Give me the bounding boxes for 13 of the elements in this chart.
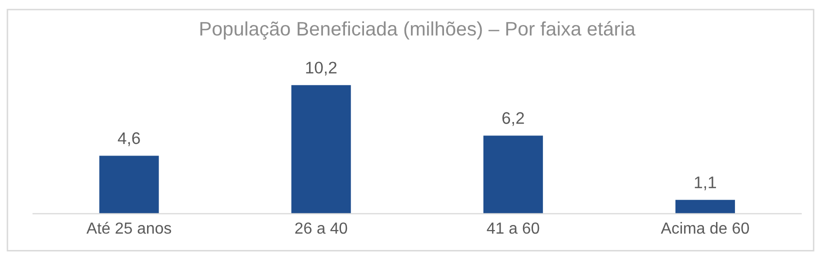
bar bbox=[99, 156, 159, 214]
data-label: 4,6 bbox=[118, 132, 140, 146]
data-label: 6,2 bbox=[502, 112, 524, 126]
bar bbox=[291, 85, 351, 214]
data-label: 10,2 bbox=[306, 62, 336, 76]
chart-title: População Beneficiada (milhões) – Por faixa etária bbox=[200, 21, 636, 40]
data-label: 1,1 bbox=[694, 176, 716, 190]
x-tick-label: 26 a 40 bbox=[295, 222, 348, 234]
bar bbox=[675, 200, 735, 214]
x-tick-label: Até 25 anos bbox=[86, 222, 172, 234]
x-tick-label: 41 a 60 bbox=[486, 222, 540, 234]
x-tick-label: Acima de 60 bbox=[660, 222, 749, 234]
bar bbox=[483, 136, 543, 214]
